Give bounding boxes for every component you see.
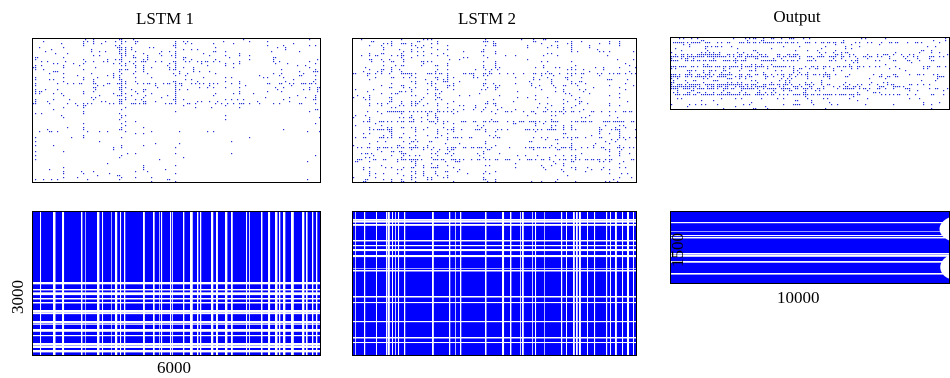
title-lstm2: LSTM 2 [432,9,542,29]
lstm2-mask [352,211,637,356]
weight-dots [33,39,320,182]
lstm1-sparse-weights [32,38,321,183]
panel-frame [353,39,637,183]
output-sparse-weights [670,37,950,110]
panel-frame [33,39,321,183]
title-lstm1: LSTM 1 [110,9,220,29]
lstm1-height-label: 3000 [8,280,28,314]
lstm2-sparse-weights [352,38,637,183]
title-output: Output [742,7,852,27]
weight-dots [671,38,948,109]
weight-dots [353,39,636,182]
output-width-label: 10000 [777,288,820,308]
lstm1-width-label: 6000 [157,358,191,378]
panel-frame [671,38,950,110]
output-height-label: 1500 [668,233,688,267]
lstm1-mask [32,211,321,356]
output-mask [670,211,950,284]
